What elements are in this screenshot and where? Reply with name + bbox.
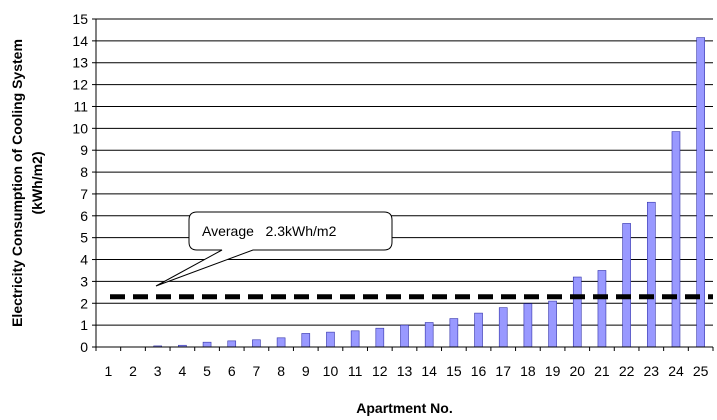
y-tick-label: 10 [72,120,88,136]
bar-apartment-21 [597,270,607,348]
x-tick-label: 10 [323,363,339,379]
y-tick-label: 15 [72,11,88,27]
bar-apartment-17 [498,307,508,348]
y-tick-label: 1 [80,317,88,333]
y-tick-label: 4 [80,252,88,268]
bar-apartment-24 [671,131,681,348]
x-tick-label: 1 [104,363,112,379]
bar-apartment-18 [523,303,533,348]
bar-apartment-11 [350,330,360,348]
bar-apartment-6 [227,340,237,348]
y-tick-label: 3 [80,273,88,289]
bar-apartment-23 [646,201,656,348]
x-tick-label: 21 [594,363,610,379]
bar-apartment-8 [276,337,286,348]
x-tick-label: 7 [253,363,261,379]
y-tick-label: 6 [80,208,88,224]
axes [92,18,714,351]
bar-apartment-13 [400,324,409,348]
bar-apartment-15 [449,318,459,348]
x-tick-label: 19 [545,363,561,379]
y-tick-label: 9 [80,142,88,158]
bar-apartment-14 [424,322,434,348]
x-tick-label: 8 [277,363,285,379]
x-tick-labels: 1 2 3 4 5 6 7 8 9 10 11 12 13 14 15 16 17 18 19 20 21 22 23 24 2… [104,363,708,379]
x-tick-label: 11 [348,363,363,379]
bars [153,37,705,348]
x-tick-label: 18 [520,363,536,379]
y-tick-label: 8 [80,164,88,180]
x-tick-label: 6 [228,363,236,379]
average-callout-box [155,211,393,287]
y-tick-label: 14 [72,33,88,49]
average-callout-label: Average 2.3kWh/m2 [202,223,337,239]
x-tick-label: 9 [302,363,310,379]
average-annotation: Average 2.3kWh/m2 [110,211,713,300]
y-axis-title-line-2: (kWh/m2) [29,152,45,215]
x-tick-label: 4 [178,363,186,379]
x-tick-label: 15 [446,363,462,379]
bar-apartment-10 [326,331,335,348]
y-tick-label: 5 [80,230,88,246]
bar-apartment-16 [474,312,483,348]
x-tick-label: 23 [644,363,660,379]
x-axis-title: Apartment No. [356,400,452,416]
bar-apartment-20 [572,276,582,348]
bar-apartment-22 [622,223,631,348]
y-tick-label: 2 [80,295,88,311]
x-tick-label: 24 [668,363,684,379]
y-tick-label: 12 [72,77,88,93]
bar-apartment-19 [548,300,557,348]
gridlines [96,18,713,326]
x-tick-label: 3 [154,363,162,379]
x-tick-label: 5 [203,363,211,379]
y-tick-label: 7 [80,186,88,202]
x-tick-label: 20 [569,363,585,379]
bar-apartment-12 [375,327,385,348]
x-tick-label: 22 [619,363,635,379]
bar-apartment-25 [696,37,705,348]
y-tick-label: 0 [80,339,88,355]
y-axis-title-line-1: Electricity Consumption of Cooling Syste… [9,39,25,327]
bar-apartment-9 [301,333,311,348]
y-tick-label: 11 [73,98,88,114]
x-tick-label: 13 [397,363,413,379]
x-tick-label: 2 [129,363,137,379]
bar-apartment-5 [202,341,212,348]
bar-apartment-7 [252,339,261,348]
x-tick-label: 14 [421,363,437,379]
x-tick-label: 25 [693,363,709,379]
x-tick-label: 12 [372,363,388,379]
y-tick-label: 13 [72,55,88,71]
x-tick-label: 17 [495,363,511,379]
x-tick-label: 16 [471,363,487,379]
